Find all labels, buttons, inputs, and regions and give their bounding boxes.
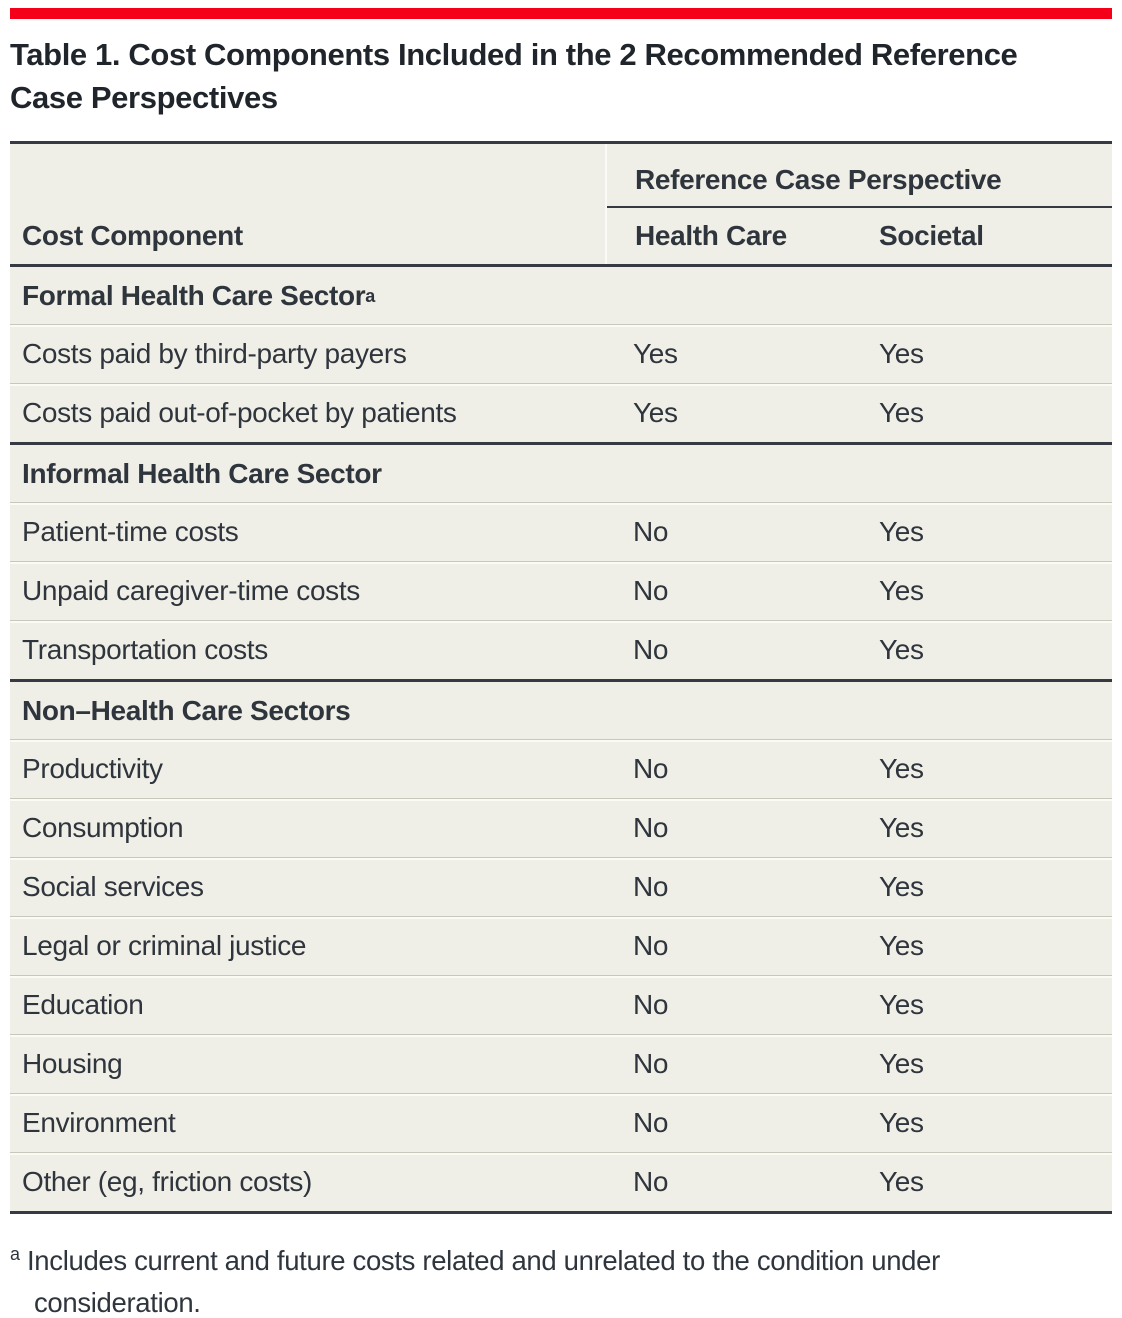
section-informal-health-care: Informal Health Care Sector Patient-time… [10,442,1112,679]
societal-value: Yes [879,930,924,961]
row-label: Productivity [22,753,163,784]
societal-value: Yes [879,753,924,784]
health-care-value: No [633,989,669,1020]
societal-value: Yes [879,634,924,665]
accent-bar [10,8,1112,19]
section-header: Informal Health Care Sector [10,445,1112,502]
table-header: Cost Component Reference Case Perspectiv… [10,144,1112,267]
societal-value: Yes [879,397,924,428]
societal-value: Yes [879,1048,924,1079]
health-care-value: No [633,634,669,665]
table-title: Table 1. Cost Components Included in the… [10,33,1112,119]
column-header-societal: Societal [879,220,984,251]
societal-value: Yes [879,989,924,1020]
table-row: Consumption No Yes [10,798,1112,857]
table-row: Productivity No Yes [10,739,1112,798]
article-table-block: Table 1. Cost Components Included in the… [10,0,1112,1318]
column-header-cost-component: Cost Component [22,220,243,251]
section-header: Formal Health Care Sector a [22,279,375,311]
sub-column-headers: Health Care Societal [607,208,1112,264]
row-label: Costs paid out-of-pocket by patients [22,397,457,428]
societal-value: Yes [879,338,924,369]
table-row: Other (eg, friction costs) No Yes [10,1152,1112,1211]
health-care-value: No [633,871,669,902]
section-formal-health-care: Formal Health Care Sector a Costs paid by… [10,267,1112,442]
societal-value: Yes [879,871,924,902]
health-care-value: No [633,930,669,961]
table-row: Costs paid out-of-pocket by patients Yes… [10,383,1112,442]
row-label: Education [22,989,144,1020]
table-header-right: Reference Case Perspective Health Care S… [605,144,1112,264]
row-label: Legal or criminal justice [22,930,307,961]
health-care-value: No [633,1166,669,1197]
section-header-label: Informal Health Care Sector [22,457,382,489]
row-label: Consumption [22,812,184,843]
health-care-value: No [633,1048,669,1079]
health-care-value: No [633,1107,669,1138]
row-label: Social services [22,871,204,902]
table-row: Housing No Yes [10,1034,1112,1093]
cost-components-table: Cost Component Reference Case Perspectiv… [10,141,1112,1214]
column-header-health-care: Health Care [635,220,787,251]
table-row: Environment No Yes [10,1093,1112,1152]
column-group-header: Reference Case Perspective [607,164,1112,208]
health-care-value: No [633,575,669,606]
table-row: Unpaid caregiver-time costs No Yes [10,561,1112,620]
row-label: Housing [22,1048,123,1079]
table-footnote: a Includes current and future costs rela… [10,1240,1112,1318]
societal-value: Yes [879,516,924,547]
table-title-line1: Table 1. Cost Components Included in the… [10,37,1018,72]
section-non-health-care: Non–Health Care Sectors Productivity No … [10,679,1112,1211]
footnote-text: Includes current and future costs relate… [27,1245,940,1318]
societal-value: Yes [879,575,924,606]
section-header-label: Formal Health Care Sector [22,279,366,311]
health-care-value: No [633,516,669,547]
row-label: Unpaid caregiver-time costs [22,575,360,606]
societal-value: Yes [879,1107,924,1138]
table-row: Legal or criminal justice No Yes [10,916,1112,975]
health-care-value: Yes [633,397,678,428]
row-label: Costs paid by third-party payers [22,338,407,369]
row-label: Patient-time costs [22,516,239,547]
table-row: Costs paid by third-party payers Yes Yes [10,324,1112,383]
row-label: Other (eg, friction costs) [22,1166,313,1197]
health-care-value: No [633,753,669,784]
section-header-label: Non–Health Care Sectors [22,694,351,726]
societal-value: Yes [879,812,924,843]
table-row: Education No Yes [10,975,1112,1034]
health-care-value: No [633,812,669,843]
footnote-marker: a [10,1243,20,1264]
row-label: Transportation costs [22,634,268,665]
table-row: Patient-time costs No Yes [10,502,1112,561]
row-label: Environment [22,1107,176,1138]
table-row: Social services No Yes [10,857,1112,916]
table-row: Transportation costs No Yes [10,620,1112,679]
societal-value: Yes [879,1166,924,1197]
health-care-value: Yes [633,338,678,369]
table-title-line2: Case Perspectives [10,80,278,115]
section-header: Non–Health Care Sectors [10,682,1112,739]
